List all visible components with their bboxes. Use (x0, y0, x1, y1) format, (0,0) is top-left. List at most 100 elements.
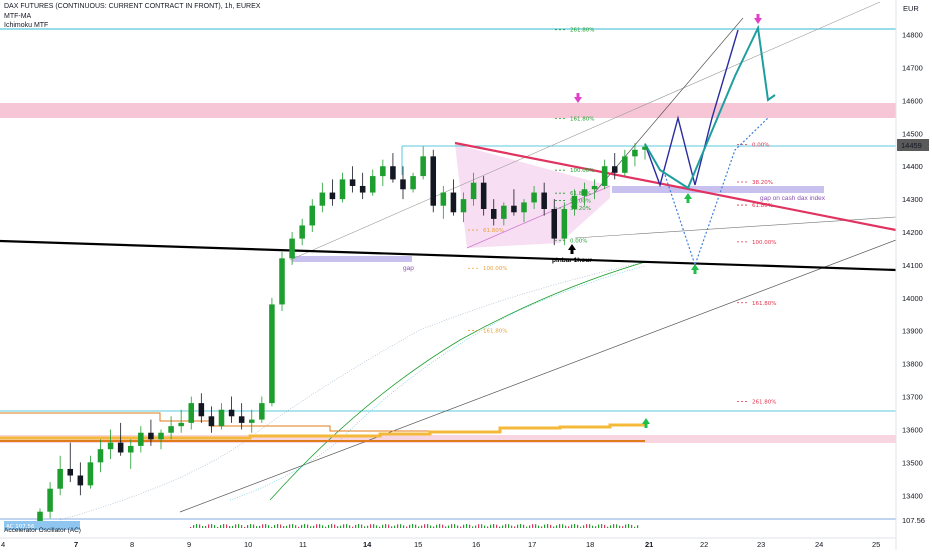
y-tick-label: 13600 (902, 425, 923, 434)
candle-body (450, 192, 457, 213)
osc-bar (442, 524, 444, 528)
osc-bar (610, 525, 612, 528)
osc-bar (481, 524, 483, 528)
osc-bar (565, 525, 567, 528)
osc-bar (325, 526, 327, 528)
osc-bar (406, 526, 408, 528)
x-tick-label: 22 (700, 540, 708, 549)
osc-bar (289, 524, 291, 528)
x-tick-label: 25 (872, 540, 880, 549)
osc-bar (466, 524, 468, 528)
down-arrow-icon (754, 14, 762, 24)
candle-body (541, 192, 547, 209)
y-tick-label: 14300 (902, 195, 923, 204)
osc-bar (340, 525, 342, 528)
candle-body (107, 442, 114, 450)
osc-bar (328, 524, 330, 528)
osc-bar (439, 524, 441, 528)
osc-bar (364, 526, 366, 528)
oscillator-label: Accelerator Oscillator (AC) (4, 527, 81, 534)
osc-bar (307, 524, 309, 528)
osc-bar (586, 524, 588, 528)
osc-bar (547, 524, 549, 528)
candle-body (168, 426, 174, 433)
x-tick-label: 9 (187, 540, 191, 549)
osc-bar (607, 526, 609, 528)
candle-body (259, 403, 265, 420)
y-tick-label: 14200 (902, 228, 923, 237)
osc-bar (298, 526, 300, 528)
supply-zone (0, 103, 896, 118)
osc-bar (274, 524, 276, 528)
osc-bar (595, 526, 597, 528)
osc-bar (568, 526, 570, 528)
up-arrow-icon (568, 244, 576, 254)
osc-bar (592, 525, 594, 528)
osc-bar (232, 525, 234, 528)
x-tick-label: 11 (299, 540, 307, 549)
osc-bar (253, 524, 255, 528)
x-tick-label: 17 (528, 540, 536, 549)
osc-bar (301, 524, 303, 528)
candle-body (158, 432, 164, 440)
osc-bar (238, 524, 240, 528)
candle-body (591, 185, 598, 190)
osc-bar (400, 524, 402, 528)
osc-bar (451, 524, 453, 528)
candle-body (37, 511, 43, 522)
osc-bar (460, 526, 462, 528)
y-tick-label: 13700 (902, 393, 923, 402)
candle-body (601, 166, 608, 186)
osc-bar (373, 524, 375, 528)
candle-body (77, 475, 84, 486)
osc-bar (370, 524, 372, 528)
osc-bar (382, 524, 384, 528)
y-tick-label: 14400 (902, 162, 923, 171)
candle-body (47, 488, 53, 512)
currency-label: EUR (903, 4, 919, 13)
osc-bar (577, 524, 579, 528)
osc-bar (214, 525, 216, 528)
fib-level-label: 0.00% (570, 238, 587, 244)
up-arrow-icon (691, 264, 699, 274)
osc-bar (532, 524, 534, 528)
x-tick-label: 15 (414, 540, 422, 549)
osc-bar (571, 524, 573, 528)
osc-bar (613, 524, 615, 528)
osc-bar (544, 524, 546, 528)
candle-body (571, 195, 578, 209)
candle-body (390, 166, 396, 180)
osc-bar (580, 526, 582, 528)
osc-bar (388, 524, 390, 528)
osc-value: 107.56 (902, 516, 925, 525)
osc-bar (403, 525, 405, 528)
osc-bar (394, 525, 396, 528)
fib-level-label: 61.80% (752, 203, 773, 209)
osc-bar (310, 526, 312, 528)
osc-bar (355, 524, 357, 528)
osc-bar (430, 525, 432, 528)
y-tick-label: 13900 (902, 327, 923, 336)
osc-bar (538, 525, 540, 528)
osc-bar (508, 524, 510, 528)
fib-level-label: 61.80% (570, 191, 591, 197)
osc-bar (349, 525, 351, 528)
osc-bar (457, 525, 459, 528)
fib-levels: 261.80%161.80%100.00%61.80%50.00%38.20%0… (468, 28, 776, 405)
pinbar-label: pinbar 1hour (552, 257, 592, 264)
osc-bar (334, 524, 336, 528)
candle-body (581, 189, 588, 196)
osc-bar (619, 525, 621, 528)
osc-bar (259, 525, 261, 528)
indicator-mtf-ma: MTF-MA (4, 13, 32, 20)
candle-body (430, 156, 437, 206)
y-tick-label: 14800 (902, 31, 923, 40)
x-tick-label: 24 (815, 540, 823, 549)
candle-body (148, 432, 154, 440)
candle-body (369, 176, 376, 193)
osc-bar (559, 524, 561, 528)
osc-bar (436, 524, 438, 528)
svg-text:AC 107.56: AC 107.56 (6, 524, 35, 530)
